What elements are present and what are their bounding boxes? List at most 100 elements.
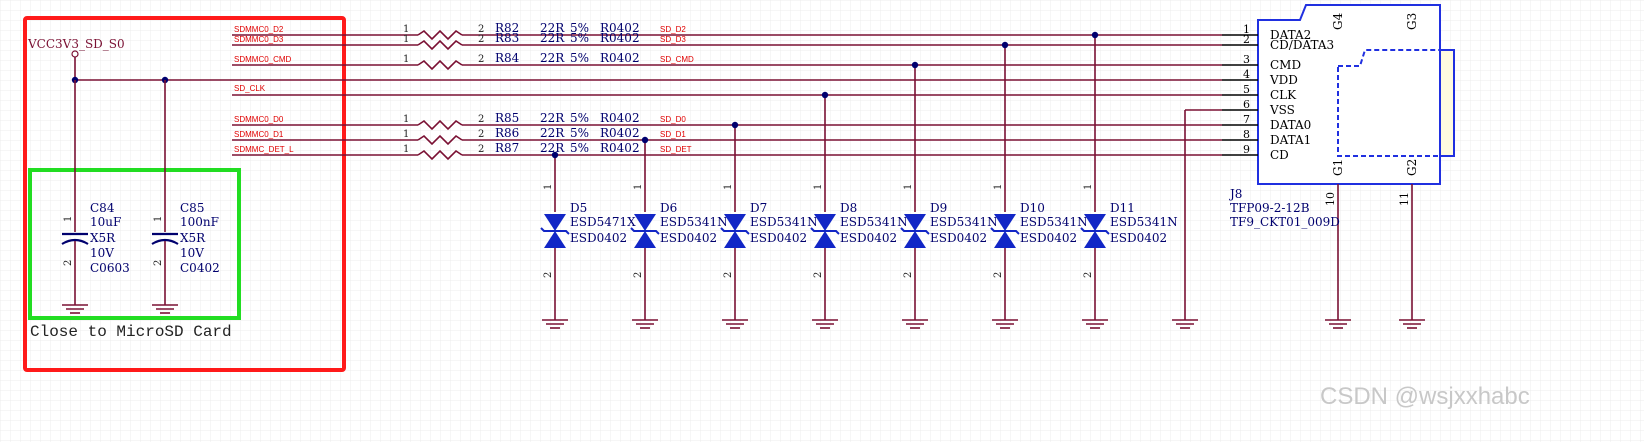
resistor-value: 22R	[540, 126, 565, 140]
pin-number: 1	[1243, 23, 1250, 36]
ground-symbol	[542, 319, 568, 329]
pin-number: 4	[1243, 68, 1250, 81]
connector-layer: 1 DATA2 2 CD/DATA3 3 CMD 4 VDD 5 CLK 6 VSS 7 DATA0 8 DA…	[1222, 4, 1455, 329]
diode-bar	[540, 227, 570, 235]
diode-bar	[990, 227, 1020, 235]
connector-pin-7: 7 DATA0	[1222, 113, 1311, 132]
pin-number: 1	[403, 54, 409, 65]
net-label-in: SDMMC0_D1	[234, 130, 284, 139]
diode-triangle	[814, 214, 836, 231]
diode-triangle	[814, 231, 836, 248]
resistor-ref: R84	[495, 51, 520, 65]
diode-triangle	[724, 214, 746, 231]
shield-pin-name: G4	[1331, 12, 1345, 30]
diode-triangle	[1084, 231, 1106, 248]
pin-number: 1	[813, 184, 824, 190]
red-highlight-frame	[23, 16, 346, 372]
diode-bar	[1080, 227, 1110, 235]
diode-ref: D8	[840, 201, 857, 215]
pin-number: 1	[993, 184, 1004, 190]
diode-part: ESD5341N	[840, 215, 908, 229]
resistor-package: R0402	[600, 51, 640, 65]
diode-triangle	[634, 214, 656, 231]
diode-triangle	[904, 231, 926, 248]
pin-number: 1	[723, 184, 734, 190]
resistor-ref: R87	[495, 141, 519, 155]
net-label-out: SD_CMD	[660, 55, 694, 64]
diode-triangle	[544, 214, 566, 231]
pin-number: 2	[813, 272, 824, 278]
capacitor-ref: C85	[180, 201, 204, 215]
pin-number: 5	[1243, 83, 1250, 96]
resistor-body	[417, 149, 463, 161]
pin-number: 1	[403, 24, 409, 35]
net-label-in: SDMMC0_D0	[234, 115, 284, 124]
resistor-body	[417, 39, 463, 51]
shield-pin-g1: G1 10	[1324, 159, 1351, 329]
diode-triangle	[994, 231, 1016, 248]
diode-package: ESD0402	[1020, 231, 1077, 245]
pin-number: 2	[993, 272, 1004, 278]
diode-part: ESD5341N	[930, 215, 998, 229]
junction-dot	[1001, 41, 1009, 49]
pin-number: 2	[478, 34, 484, 45]
cap-placement-note: Close to MicroSD Card	[30, 323, 232, 341]
vss-ground-wire	[1172, 109, 1222, 329]
resistor-package: R0402	[600, 21, 640, 35]
pin-number: 8	[1243, 128, 1250, 141]
connector-part: TFP09-2-12B	[1230, 201, 1310, 215]
capacitor-voltage: 10V	[180, 246, 204, 260]
pin-number: 2	[153, 260, 164, 266]
diode-triangle	[544, 231, 566, 248]
resistor-value: 22R	[540, 51, 565, 65]
diode-package: ESD0402	[750, 231, 807, 245]
pin-name: DATA0	[1270, 118, 1311, 132]
diode-ref: D9	[930, 201, 947, 215]
diode-part: ESD5471X	[570, 215, 636, 229]
shield-pin-g3: G3	[1405, 13, 1419, 30]
pin-number: 7	[1243, 113, 1250, 126]
diode-ref: D7	[750, 201, 767, 215]
power-port	[71, 50, 79, 58]
connector-pin-8: 8 DATA1	[1222, 128, 1311, 147]
net-label-out: SD_D3	[660, 35, 686, 44]
resistor-package: R0402	[600, 141, 640, 155]
diode-bar	[630, 227, 660, 235]
capacitor-dielectric: X5R	[90, 231, 116, 245]
capacitor-layer: 12C8410uFX5R10VC060312C85100nFX5R10VC040…	[61, 80, 220, 314]
ground-symbol	[992, 319, 1018, 329]
capacitor-ref: C84	[90, 201, 115, 215]
shield-pin-g4: G4	[1331, 12, 1345, 30]
shield-pin-g2: G2 11	[1398, 159, 1425, 329]
pin-number: 1	[403, 114, 409, 125]
diode-package: ESD0402	[660, 231, 717, 245]
connector-pin-1: 1 DATA2	[1222, 23, 1311, 42]
pin-number: 1	[543, 184, 554, 190]
diode-bar	[900, 227, 930, 235]
ground-symbol	[1399, 319, 1425, 329]
pin-number: 1	[403, 34, 409, 45]
diode-ref: D11	[1110, 201, 1135, 215]
connector-pin-2: 2 CD/DATA3	[1222, 33, 1334, 52]
junction-dot	[911, 61, 919, 69]
capacitor-value: 100nF	[180, 215, 219, 229]
capacitor-voltage: 10V	[90, 246, 114, 260]
capacitor-package: C0603	[90, 261, 130, 275]
resistor-r85: SDMMC0_D0 1 2 R85 22R 5% R0402 SD_D0	[232, 111, 1222, 131]
ground-symbol	[1325, 319, 1351, 329]
connector-pin-4: 4 VDD	[1222, 68, 1298, 87]
net-label-in: SDMMC0_D3	[234, 35, 284, 44]
diode-part: ESD5341N	[750, 215, 818, 229]
pin-name: VDD	[1269, 73, 1298, 87]
junction-dot	[551, 151, 559, 159]
diode-triangle	[724, 231, 746, 248]
pin-number: 1	[153, 216, 164, 222]
ground-symbol	[632, 319, 658, 329]
